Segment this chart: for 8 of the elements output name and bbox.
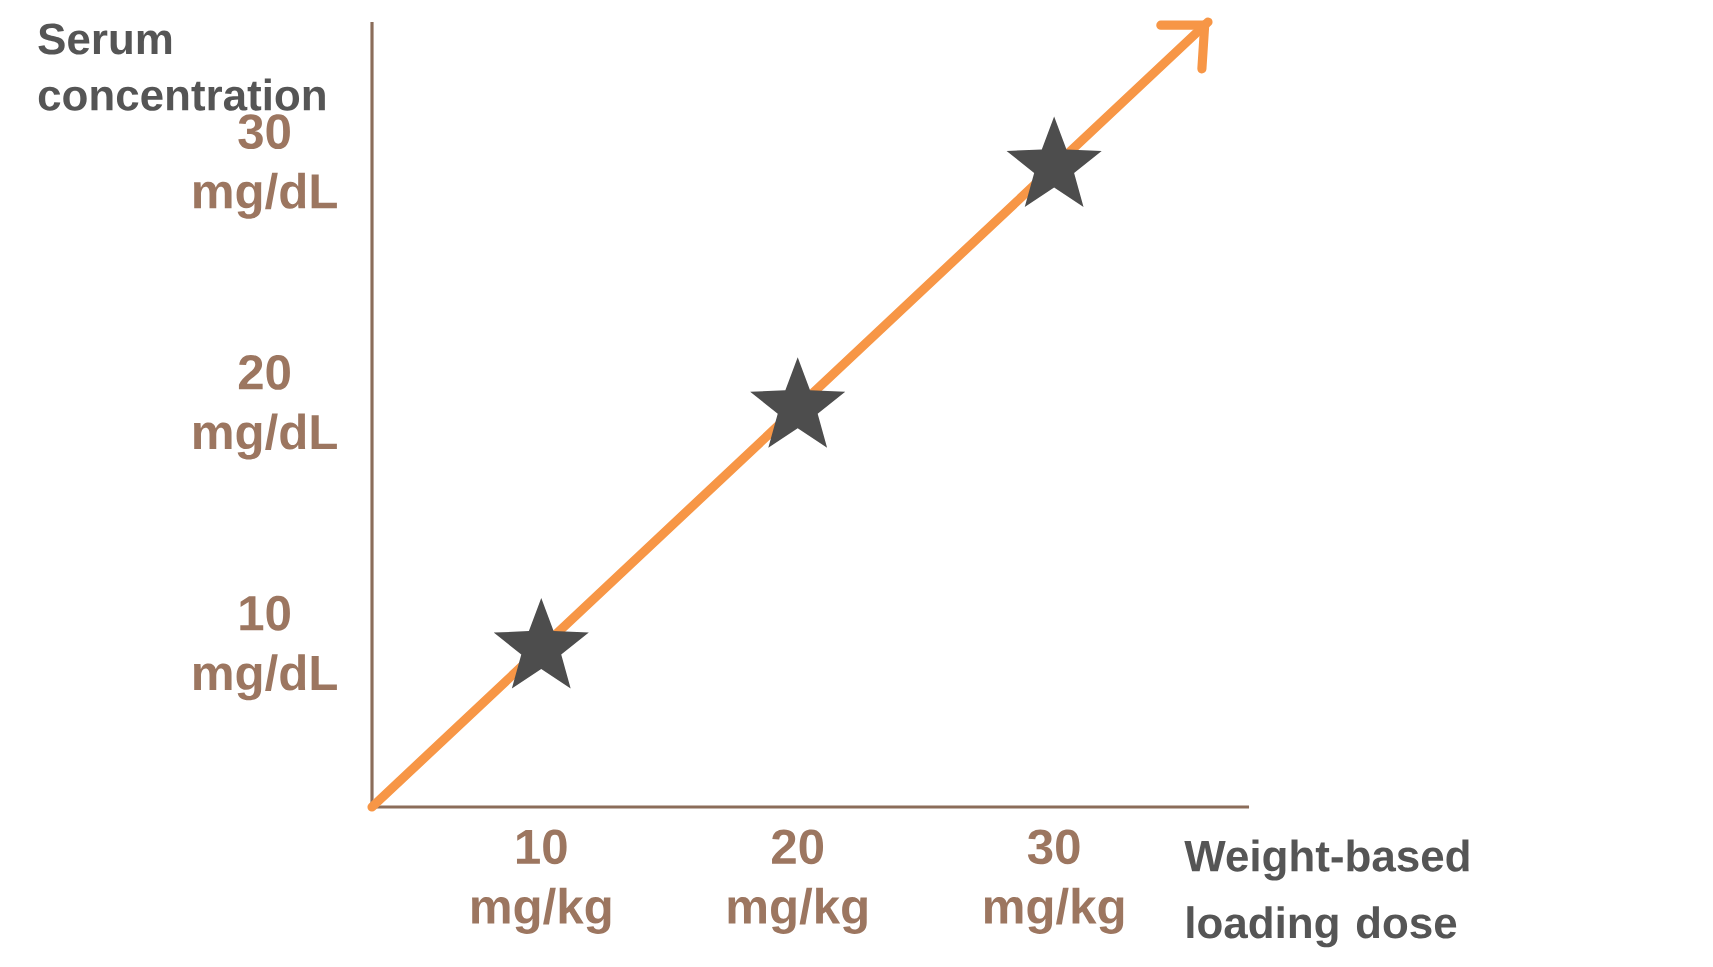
y-axis-title: Serum concentration	[38, 23, 325, 111]
x-tick-label: 20 mg/kg	[728, 829, 867, 934]
y-tick-label: 20 mg/dL	[194, 354, 337, 460]
x-tick-label: 30 mg/kg	[984, 829, 1124, 934]
y-tick-label: 10 mg/dL	[194, 595, 337, 701]
y-tick-label: 30 mg/dL	[194, 114, 337, 219]
x-tick-label: 10 mg/kg	[472, 829, 611, 934]
x-axis-title: Weight-based loading dose	[1184, 839, 1469, 948]
